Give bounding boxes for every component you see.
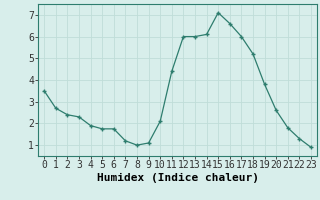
X-axis label: Humidex (Indice chaleur): Humidex (Indice chaleur) [97,173,259,183]
